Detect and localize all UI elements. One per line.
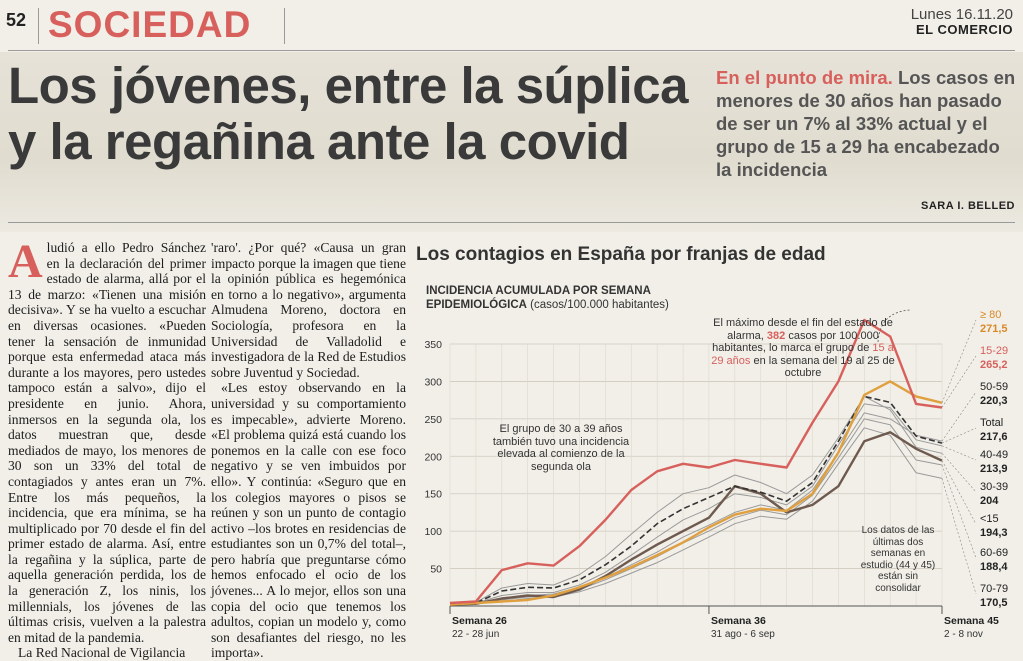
paragraph: La Red Nacional de Vigilancia [18,645,186,661]
series-end-value: 220,3 [980,395,1008,407]
issue-date: Lunes 16.11.20 [910,6,1013,23]
x-tick-label: Semana 36 [711,615,766,627]
label-leader [941,445,977,461]
series-label: 60-69 [980,547,1008,559]
paragraph: 'raro'. ¿Por qué? «Causa un gran impacto… [211,240,406,380]
y-tick-label: 200 [424,451,442,463]
headline: Los jóvenes, entre la súplica y la regañ… [8,58,708,170]
series-label: 70-79 [980,583,1008,595]
paragraph: ludió a ello Pedro Sánchez en la declara… [8,240,206,645]
y-tick-label: 150 [424,489,442,501]
y-tick-label: 100 [424,526,442,538]
chart-title: Los contagios en España por franjas de e… [416,244,826,265]
series-end-value: 204 [980,495,999,507]
chart-subtitle-line-2: EPIDEMIOLÓGICA [426,299,527,311]
page-header: 52 SOCIEDAD Lunes 16.11.20 EL COMERCIO [0,0,1023,52]
label-leader [941,478,977,595]
header-rule [8,50,1015,51]
series-label: ≥ 80 [980,309,1001,321]
subheadline: En el punto de mira. Los casos en menore… [716,66,1016,181]
series-line [449,380,943,606]
series-label: 50-59 [980,381,1008,393]
paragraph: «Les estoy observando en la universidad … [211,380,406,661]
series-end-value: 217,6 [980,431,1008,443]
chart-subtitle-line-1: INCIDENCIA ACUMULADA POR SEMANA [426,285,651,297]
annotation-peak: El máximo desde el fin del estado de ala… [711,317,895,379]
background-photo [0,52,1023,232]
drop-cap: A [8,235,43,288]
label-leader [941,355,977,408]
newspaper-name: EL COMERCIO [916,22,1013,37]
subhead-lead: En el punto de mira. [716,67,893,88]
byline: SARA I. BELLED [921,200,1015,212]
y-tick-label: 50 [430,564,442,576]
series-line [449,431,943,606]
series-line [449,318,943,605]
series-end-value: 188,4 [980,561,1008,573]
divider [38,8,39,44]
series-label: 15-29 [980,345,1008,357]
label-leader [941,391,977,442]
subhead-text: Los casos en menores de 30 años han pasa… [716,67,1016,180]
y-tick-label: 250 [424,414,442,426]
y-tick-label: 300 [424,376,442,388]
x-tick-label: Semana 26 [452,615,507,627]
series-line [449,395,943,605]
series-label: Total [980,417,1003,429]
byline-rule [8,222,1015,223]
annotation-unconsolidated: Los datos de las últimas dos semanas en … [860,525,936,594]
divider [284,8,285,44]
series-end-value: 213,9 [980,463,1008,475]
x-tick-label: Semana 45 [944,615,999,627]
series-end-value: 194,3 [980,527,1008,539]
chart-subtitle: INCIDENCIA ACUMULADA POR SEMANA EPIDEMIO… [426,284,669,312]
label-leader [941,453,977,493]
annotation-connector [877,309,911,343]
headline-line-1: Los jóvenes, entre la súplica [8,57,688,114]
incidence-line-chart: 50 100 150 200 250 300 350 Semana 26 22 - 28 jun… [424,309,1008,640]
series-line [449,403,943,605]
series-end-value: 271,5 [980,323,1008,335]
series-label: 40-49 [980,449,1008,461]
y-tick-label: 350 [424,339,442,351]
series-end-value: 265,2 [980,359,1008,371]
x-tick-range: 31 ago - 6 sep [711,629,775,640]
page-number: 52 [6,10,27,30]
x-tick-range: 2 - 8 nov [944,629,983,640]
series-label: 30-39 [980,481,1008,493]
label-leader [941,464,977,559]
x-tick-range: 22 - 28 jun [452,629,499,640]
label-leader [941,460,977,525]
headline-line-2: y la regañina ante la covid [8,113,630,170]
series-end-value: 170,5 [980,597,1008,609]
series-label: <15 [980,513,999,525]
section-title: SOCIEDAD [48,4,252,45]
label-leader [941,319,977,403]
article-column-2: 'raro'. ¿Por qué? «Causa un gran impacto… [211,240,406,661]
annotation-30-39: El grupo de 30 a 39 años también tuvo un… [492,423,630,473]
chart-units: (casos/100.000 habitantes) [526,299,669,311]
label-leader [941,427,977,444]
